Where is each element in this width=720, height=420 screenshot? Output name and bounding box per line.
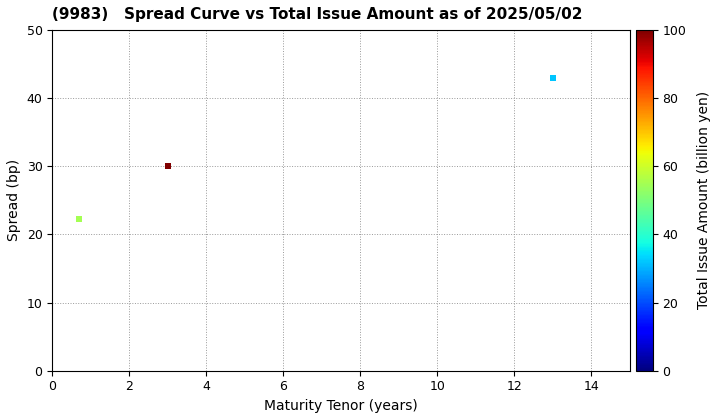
- Point: [73, 215, 85, 222]
- Y-axis label: Total Issue Amount (billion yen): Total Issue Amount (billion yen): [698, 92, 711, 310]
- Text: (9983)   Spread Curve vs Total Issue Amount as of 2025/05/02: (9983) Spread Curve vs Total Issue Amoun…: [53, 7, 582, 22]
- Point: [162, 163, 174, 170]
- Y-axis label: Spread (bp): Spread (bp): [7, 159, 21, 242]
- Point: [547, 74, 559, 81]
- X-axis label: Maturity Tenor (years): Maturity Tenor (years): [264, 399, 418, 413]
